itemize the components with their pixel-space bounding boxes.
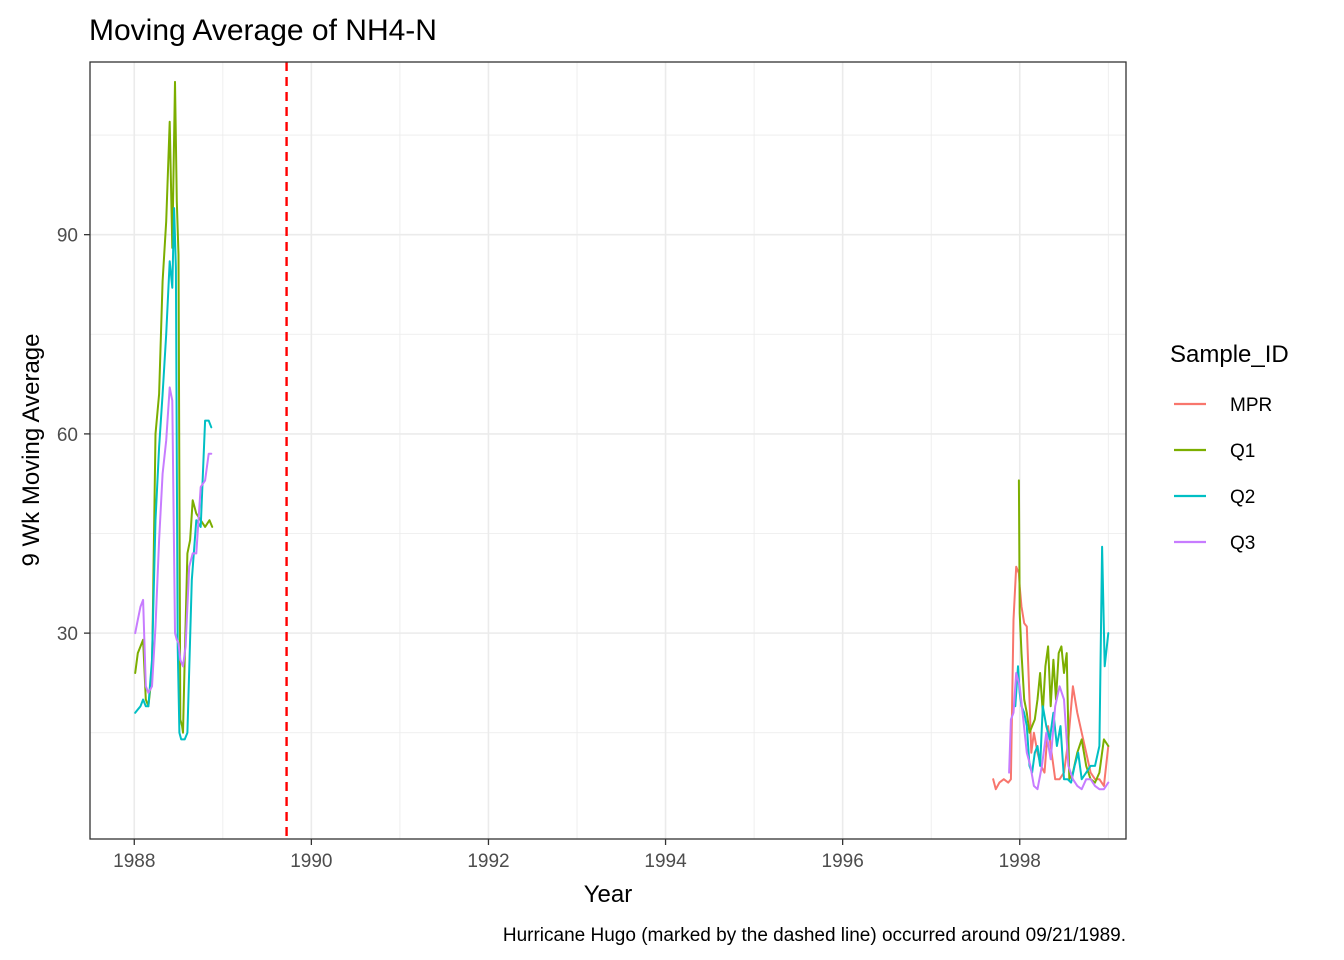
series-line-q3 bbox=[1008, 672, 1110, 791]
chart-caption: Hurricane Hugo (marked by the dashed lin… bbox=[503, 925, 1126, 946]
series-line-q2 bbox=[1014, 545, 1110, 784]
legend-items: MPR Q1 Q2 Q3 bbox=[1174, 395, 1272, 554]
x-tick-label: 1998 bbox=[999, 851, 1041, 872]
x-tick-label: 1988 bbox=[113, 851, 155, 872]
plot-background bbox=[90, 62, 1126, 839]
legend-item-q3: Q3 bbox=[1174, 533, 1255, 554]
series-line-q1 bbox=[134, 80, 214, 734]
legend-label-q3: Q3 bbox=[1230, 533, 1255, 554]
chart-title: Moving Average of NH4-N bbox=[89, 14, 437, 47]
legend-title: Sample_ID bbox=[1170, 341, 1289, 368]
series-q3 bbox=[134, 386, 1110, 791]
y-tick-label: 90 bbox=[57, 226, 78, 247]
legend-label-mpr: MPR bbox=[1230, 395, 1272, 416]
legend-item-q2: Q2 bbox=[1174, 487, 1255, 508]
x-axis-title: Year bbox=[584, 881, 633, 908]
series-q1 bbox=[134, 80, 1110, 784]
x-tick-label: 1992 bbox=[467, 851, 509, 872]
legend-item-mpr: MPR bbox=[1174, 395, 1272, 416]
x-tick-label: 1990 bbox=[290, 851, 332, 872]
legend-label-q1: Q1 bbox=[1230, 441, 1255, 462]
x-tick-label: 1996 bbox=[822, 851, 864, 872]
legend-item-q1: Q1 bbox=[1174, 441, 1255, 462]
y-axis-title: 9 Wk Moving Average bbox=[18, 333, 45, 566]
series-line-q2 bbox=[134, 207, 213, 741]
y-tick-label: 60 bbox=[57, 425, 78, 446]
series-line-q1 bbox=[1017, 479, 1110, 784]
legend: Sample_ID MPR Q1 Q2 Q3 bbox=[1170, 341, 1289, 554]
series-line-q3 bbox=[134, 386, 213, 694]
series-lines bbox=[134, 80, 1110, 791]
gridlines bbox=[90, 62, 1126, 839]
y-tick-label: 30 bbox=[57, 624, 78, 645]
plot-border bbox=[89, 61, 1127, 840]
series-q2 bbox=[134, 207, 1110, 784]
x-axis-ticks: 1988 1990 1992 1994 1996 1998 bbox=[113, 839, 1041, 872]
y-axis-ticks: 30 60 90 bbox=[57, 226, 90, 645]
legend-label-q2: Q2 bbox=[1230, 487, 1255, 508]
x-tick-label: 1994 bbox=[644, 851, 687, 872]
